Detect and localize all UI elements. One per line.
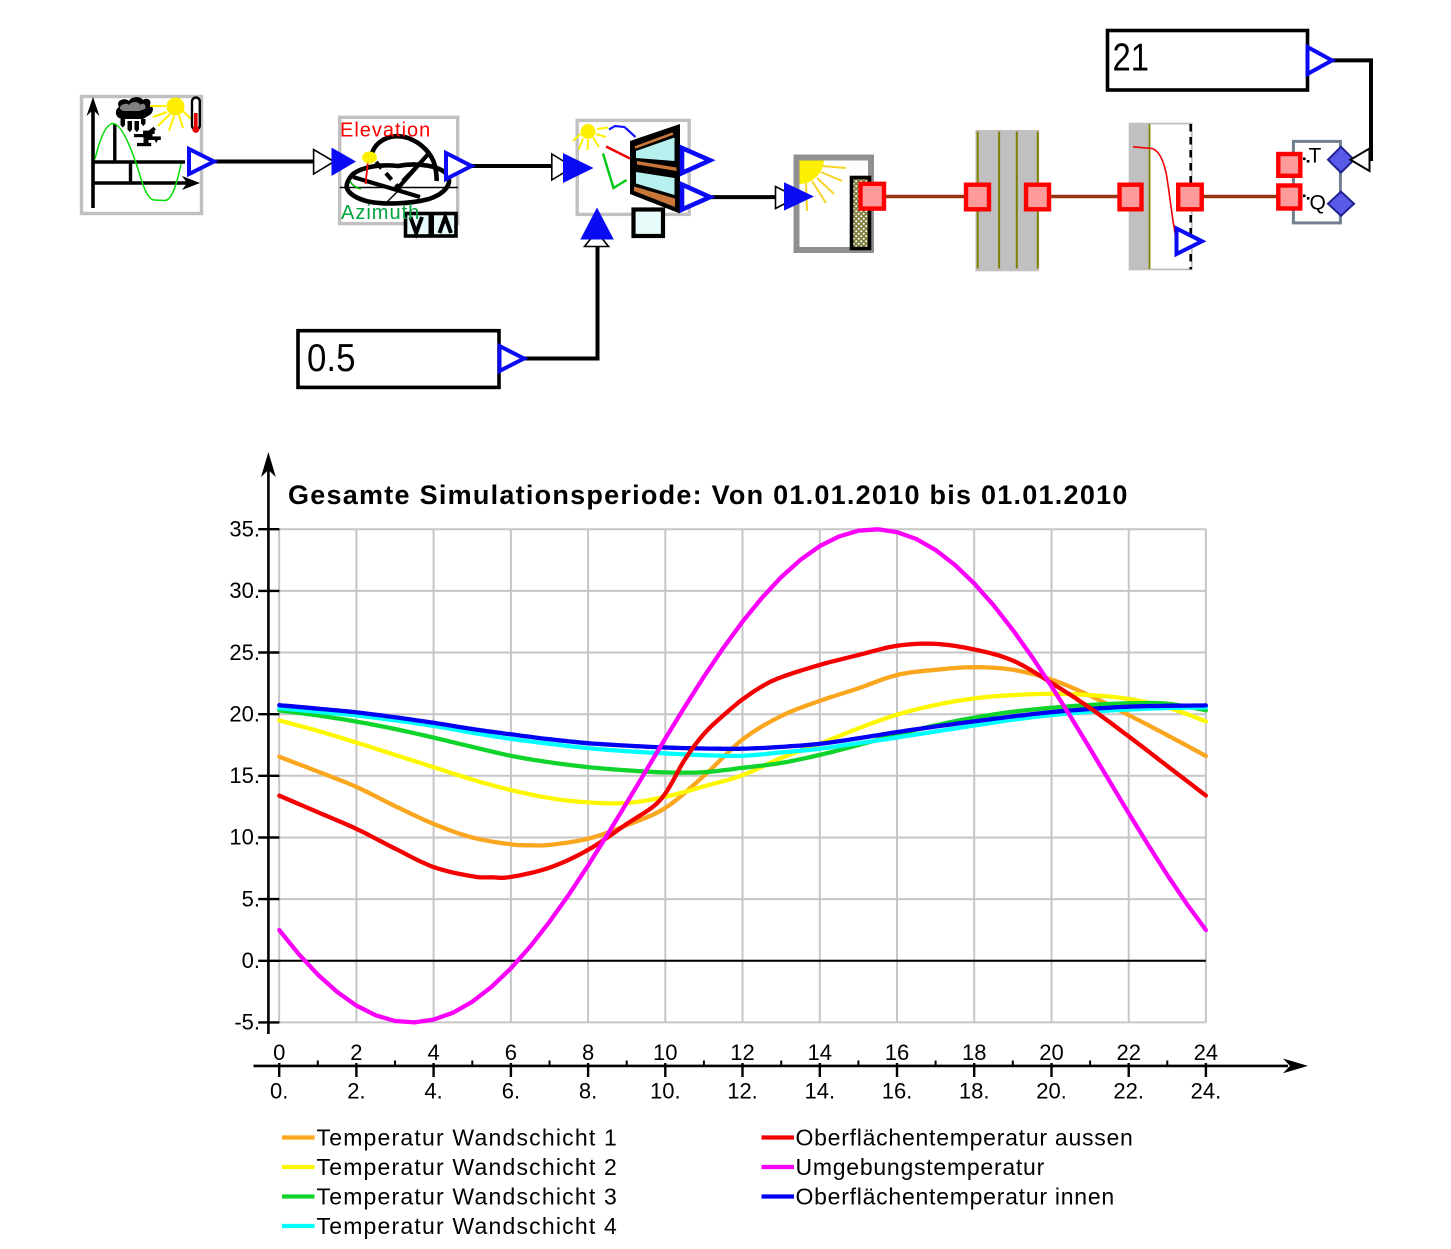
svg-text:2.: 2. bbox=[347, 1078, 365, 1103]
svg-text:-5.: -5. bbox=[234, 1010, 260, 1035]
svg-text:18.: 18. bbox=[959, 1078, 990, 1103]
svg-text:0.: 0. bbox=[270, 1078, 288, 1103]
svg-text:12.: 12. bbox=[727, 1078, 758, 1103]
svg-text:10.: 10. bbox=[229, 825, 260, 850]
svg-text:0.: 0. bbox=[242, 948, 260, 973]
svg-text:16.: 16. bbox=[882, 1078, 913, 1103]
svg-text:22: 22 bbox=[1116, 1040, 1140, 1065]
svg-text:20.: 20. bbox=[1036, 1078, 1067, 1103]
svg-text:Q: Q bbox=[1310, 192, 1326, 215]
svg-text:Temperatur Wandschicht 1: Temperatur Wandschicht 1 bbox=[317, 1125, 619, 1151]
svg-text:Elevation: Elevation bbox=[340, 120, 431, 142]
svg-text:22.: 22. bbox=[1113, 1078, 1144, 1103]
svg-text:4.: 4. bbox=[424, 1078, 442, 1103]
svg-text:10.: 10. bbox=[650, 1078, 681, 1103]
svg-text:Temperatur Wandschicht 2: Temperatur Wandschicht 2 bbox=[317, 1154, 619, 1180]
svg-text:24: 24 bbox=[1194, 1040, 1218, 1065]
svg-text:6: 6 bbox=[505, 1040, 517, 1065]
svg-text:12: 12 bbox=[730, 1040, 754, 1065]
svg-text:2: 2 bbox=[350, 1040, 362, 1065]
svg-text:10: 10 bbox=[653, 1040, 677, 1065]
svg-text:14.: 14. bbox=[805, 1078, 836, 1103]
svg-text:Oberflächentemperatur aussen: Oberflächentemperatur aussen bbox=[796, 1125, 1134, 1151]
svg-text:0.5: 0.5 bbox=[307, 337, 356, 380]
svg-text:24.: 24. bbox=[1191, 1078, 1222, 1103]
svg-text:Oberflächentemperatur innen: Oberflächentemperatur innen bbox=[796, 1184, 1115, 1210]
svg-text:4: 4 bbox=[427, 1040, 439, 1065]
svg-text:20.: 20. bbox=[229, 701, 260, 726]
svg-text:Azimuth: Azimuth bbox=[341, 202, 420, 224]
svg-text:8: 8 bbox=[582, 1040, 594, 1065]
svg-text:T: T bbox=[1309, 145, 1322, 168]
svg-text:14: 14 bbox=[808, 1040, 832, 1065]
svg-text:21: 21 bbox=[1113, 37, 1150, 80]
svg-text:15.: 15. bbox=[229, 763, 260, 788]
svg-text:Gesamte Simulationsperiode: Vo: Gesamte Simulationsperiode: Von 01.01.20… bbox=[288, 480, 1129, 510]
svg-text:30.: 30. bbox=[229, 578, 260, 603]
svg-text:16: 16 bbox=[885, 1040, 909, 1065]
svg-text:18: 18 bbox=[962, 1040, 986, 1065]
svg-text:0: 0 bbox=[273, 1040, 285, 1065]
svg-text:6.: 6. bbox=[502, 1078, 520, 1103]
svg-text:25.: 25. bbox=[229, 640, 260, 665]
svg-text:20: 20 bbox=[1039, 1040, 1063, 1065]
svg-text:8.: 8. bbox=[579, 1078, 597, 1103]
svg-text:Temperatur Wandschicht 4: Temperatur Wandschicht 4 bbox=[317, 1213, 619, 1239]
svg-text:35.: 35. bbox=[229, 517, 260, 542]
svg-text:Umgebungstemperatur: Umgebungstemperatur bbox=[796, 1154, 1045, 1180]
svg-text:Temperatur Wandschicht 3: Temperatur Wandschicht 3 bbox=[317, 1184, 619, 1210]
svg-text:5.: 5. bbox=[242, 886, 260, 911]
